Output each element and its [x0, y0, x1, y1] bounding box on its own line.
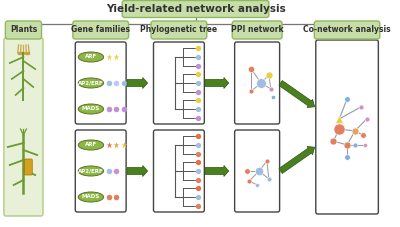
Text: MADS: MADS: [82, 106, 100, 111]
FancyBboxPatch shape: [316, 40, 378, 214]
FancyBboxPatch shape: [75, 130, 126, 212]
Text: Plants: Plants: [10, 25, 37, 35]
Text: MADS: MADS: [82, 195, 100, 200]
FancyBboxPatch shape: [232, 21, 282, 39]
Text: PPI network: PPI network: [231, 25, 284, 35]
FancyBboxPatch shape: [235, 130, 280, 212]
Text: Gene families: Gene families: [71, 25, 130, 35]
FancyBboxPatch shape: [314, 21, 380, 39]
FancyBboxPatch shape: [5, 21, 42, 39]
FancyBboxPatch shape: [73, 21, 128, 39]
Text: Yield-related network analysis: Yield-related network analysis: [106, 4, 286, 14]
Ellipse shape: [78, 104, 104, 114]
FancyBboxPatch shape: [122, 0, 269, 17]
Text: ARF: ARF: [85, 143, 97, 148]
FancyBboxPatch shape: [75, 42, 126, 124]
FancyBboxPatch shape: [154, 42, 204, 124]
Text: Phylogenetic tree: Phylogenetic tree: [140, 25, 218, 35]
Text: AP2/ERF: AP2/ERF: [78, 168, 104, 173]
Ellipse shape: [78, 192, 104, 202]
Text: AP2/ERF: AP2/ERF: [78, 81, 104, 86]
Ellipse shape: [78, 52, 104, 62]
FancyArrow shape: [205, 77, 229, 89]
FancyBboxPatch shape: [235, 42, 280, 124]
FancyBboxPatch shape: [24, 159, 32, 175]
FancyArrow shape: [279, 81, 315, 108]
FancyBboxPatch shape: [151, 21, 207, 39]
Ellipse shape: [78, 78, 104, 88]
Text: ARF: ARF: [85, 54, 97, 59]
FancyBboxPatch shape: [154, 130, 204, 212]
Text: Co-network analysis: Co-network analysis: [303, 25, 391, 35]
Ellipse shape: [78, 166, 104, 176]
FancyArrow shape: [205, 165, 229, 177]
FancyArrow shape: [127, 165, 148, 177]
FancyArrow shape: [279, 146, 315, 173]
Ellipse shape: [78, 140, 104, 150]
FancyArrow shape: [127, 77, 148, 89]
FancyBboxPatch shape: [4, 38, 43, 216]
